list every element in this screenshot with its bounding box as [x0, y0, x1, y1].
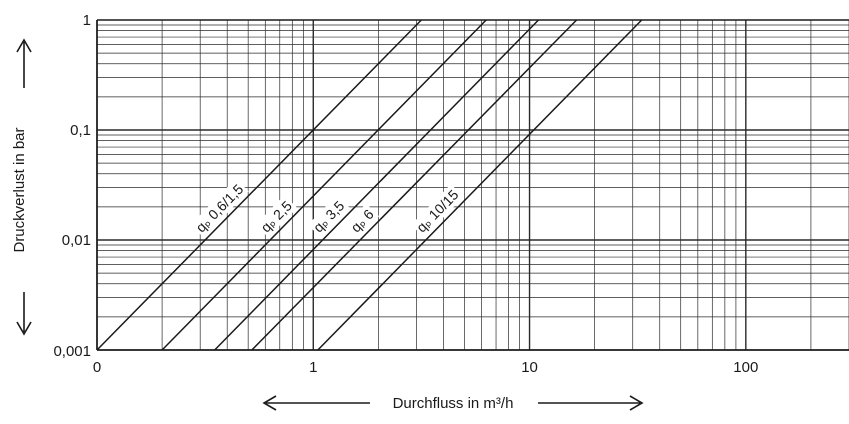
x-tick-label: 1 — [309, 359, 317, 376]
series-lines — [96, 19, 643, 351]
tick-labels: 0 1 10 100 0,001 0,01 0,1 1 — [53, 12, 758, 376]
y-tick-label: 0,01 — [62, 232, 91, 249]
series-label-background — [345, 203, 380, 238]
series-line — [214, 19, 540, 351]
major-gridlines — [96, 19, 849, 351]
y-arrow-top-head — [16, 38, 32, 53]
y-axis-arrow — [16, 38, 32, 336]
x-tick-label: 100 — [733, 359, 758, 376]
series-label-background — [190, 178, 249, 238]
x-tick-label: 0 — [93, 359, 101, 376]
series-line — [96, 19, 422, 351]
y-axis-title-group: Druckverlust in bar — [11, 38, 32, 336]
x-axis-title: Durchfluss in m³/h — [393, 395, 514, 412]
x-tick-label: 10 — [521, 359, 538, 376]
y-arrow-bottom-head — [16, 321, 32, 336]
minor-gridlines — [97, 20, 849, 350]
y-tick-label: 0,1 — [70, 122, 91, 139]
x-axis-arrow — [262, 395, 644, 411]
x-arrow-left-head — [262, 395, 277, 411]
series-label-background — [307, 195, 350, 238]
series-line — [317, 19, 643, 351]
x-axis-title-group: Durchfluss in m³/h — [262, 395, 644, 412]
y-tick-label: 0,001 — [53, 343, 91, 360]
y-axis-title: Druckverlust in bar — [11, 127, 28, 252]
series-line — [251, 19, 578, 351]
series-line — [161, 19, 487, 351]
y-tick-label: 1 — [83, 12, 91, 29]
x-arrow-right-head — [629, 395, 644, 411]
series-label-background — [411, 184, 464, 238]
series-label-background — [255, 195, 298, 238]
